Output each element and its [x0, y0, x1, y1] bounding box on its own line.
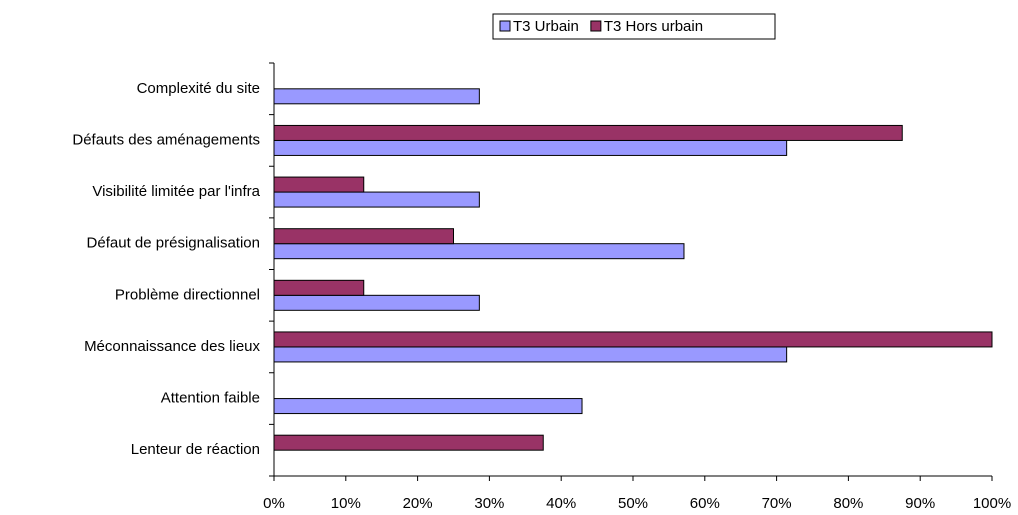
bar	[273, 346, 788, 363]
x-tick-label: 80%	[833, 495, 863, 512]
x-tick-label: 50%	[618, 495, 648, 512]
bar	[273, 294, 480, 311]
bar	[273, 228, 454, 245]
legend-label: T3 Urbain	[513, 18, 579, 35]
bar	[273, 88, 480, 105]
y-tick-label: Défaut de présignalisation	[87, 235, 260, 252]
x-tick-label: 90%	[905, 495, 935, 512]
bar	[273, 243, 685, 260]
y-tick-label: Problème directionnel	[115, 286, 260, 303]
y-tick-label: Défauts des aménagements	[72, 131, 260, 148]
bar	[273, 398, 583, 415]
legend-label: T3 Hors urbain	[604, 18, 703, 35]
x-tick-label: 40%	[546, 495, 576, 512]
bar	[273, 124, 903, 141]
x-tick-label: 10%	[331, 495, 361, 512]
bar	[273, 279, 365, 296]
legend-box	[492, 13, 776, 40]
x-tick-label: 60%	[690, 495, 720, 512]
y-tick-label: Lenteur de réaction	[131, 441, 260, 458]
x-tick-label: 0%	[263, 495, 285, 512]
bar	[273, 176, 365, 193]
y-tick-label: Attention faible	[161, 390, 260, 407]
x-tick-label: 20%	[403, 495, 433, 512]
x-tick-label: 70%	[762, 495, 792, 512]
y-tick-label: Méconnaissance des lieux	[84, 338, 260, 355]
bar	[273, 191, 480, 208]
legend-swatch	[499, 20, 511, 32]
bar	[273, 139, 788, 156]
x-tick-label: 30%	[474, 495, 504, 512]
bar	[273, 434, 544, 451]
y-tick-label: Complexité du site	[137, 80, 260, 97]
x-tick-label: 100%	[973, 495, 1011, 512]
y-tick-label: Visibilité limitée par l'infra	[92, 183, 260, 200]
bar	[273, 331, 993, 348]
legend-swatch	[590, 20, 602, 32]
